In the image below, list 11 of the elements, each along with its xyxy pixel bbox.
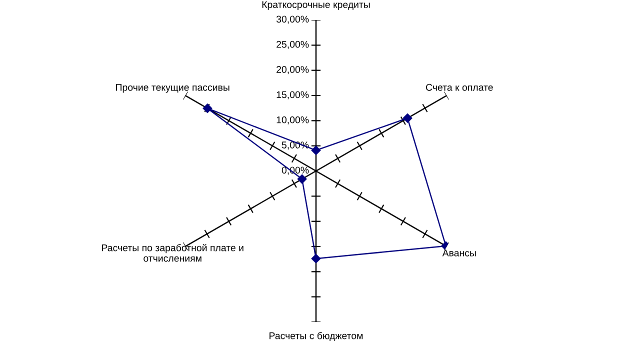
- spoke-label: Счета к оплате: [426, 84, 493, 91]
- y-tick-label: 20,00%: [276, 66, 309, 74]
- spoke-label: Расчеты по заработной плате и отчислениям: [102, 244, 244, 262]
- y-tick-label: 30,00%: [276, 16, 309, 24]
- spoke-label: Авансы: [442, 250, 476, 256]
- spoke-label: Краткосрочные кредиты: [262, 1, 370, 10]
- spoke-label: Расчеты с бюджетом: [270, 332, 363, 342]
- y-tick-label: 25,00%: [276, 40, 309, 49]
- spoke-label: Прочие текущие пассивы: [116, 84, 230, 93]
- y-tick-label: 15,00%: [276, 91, 309, 100]
- y-tick-label: 10,00%: [276, 116, 309, 124]
